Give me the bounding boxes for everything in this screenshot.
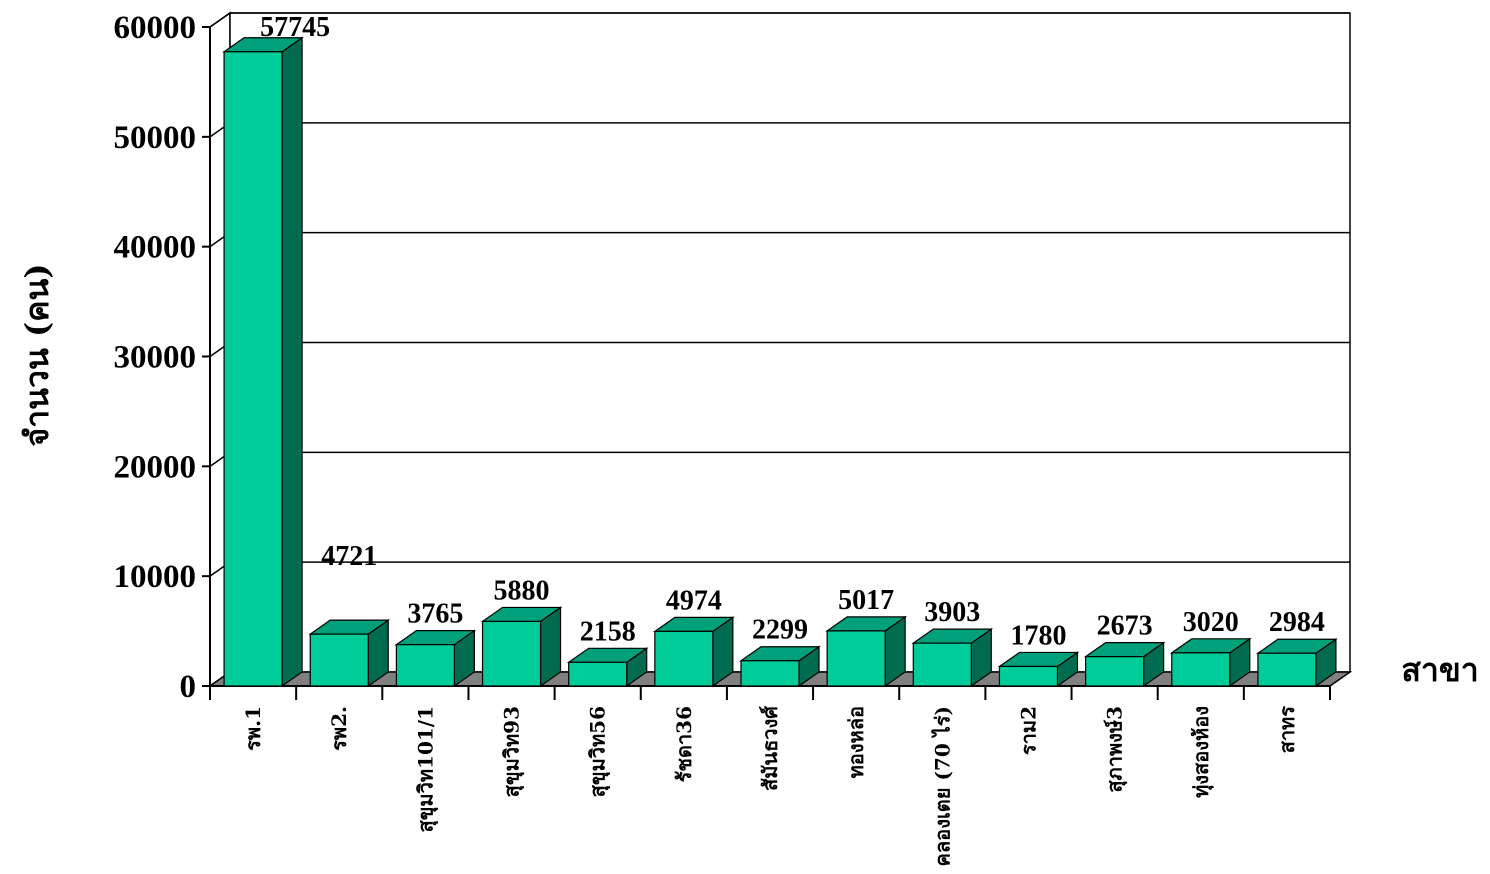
category-label: สุขุมวิท56	[586, 706, 611, 797]
y-tick-label: 30000	[114, 340, 197, 376]
bar-front	[481, 620, 542, 687]
y-tick-labels: 0 10000 20000 30000 40000 50000 60000	[114, 10, 197, 705]
bar-front	[826, 630, 886, 687]
data-label: 5880	[494, 575, 550, 606]
bar	[394, 629, 477, 688]
category-label: สุขุมวิท93	[500, 706, 525, 797]
category-label: สัมันธวงศ์	[758, 705, 782, 791]
y-tick-label: 20000	[114, 449, 197, 485]
bars	[222, 36, 1338, 688]
category-label: รพ.1	[241, 706, 265, 751]
data-label: 2158	[580, 616, 636, 647]
bar-front	[395, 644, 455, 687]
bar	[652, 616, 735, 688]
chart-walls	[209, 11, 1351, 688]
bar	[739, 645, 821, 688]
data-label: 3903	[924, 597, 980, 628]
y-axis-title: จำนวน (คน)	[18, 263, 56, 446]
bar	[1256, 638, 1338, 688]
bar	[825, 615, 908, 688]
bar-front	[1257, 652, 1317, 687]
bar	[997, 651, 1080, 688]
bar-front	[223, 51, 283, 687]
data-labels: 57745 4721 3765 5880 2158 4974 2299 5017 3903 178…	[260, 12, 1325, 651]
data-label: 1780	[1010, 620, 1066, 651]
y-tick-label: 0	[180, 669, 197, 705]
bar	[566, 647, 649, 688]
data-label: 3020	[1183, 607, 1239, 638]
bar	[308, 618, 391, 688]
bar-front	[1171, 652, 1231, 687]
bar-front	[654, 630, 714, 687]
y-tick-label: 10000	[114, 559, 197, 595]
bar-front	[912, 642, 972, 687]
bar	[1169, 637, 1252, 688]
bar-front	[998, 665, 1059, 687]
y-tick-label: 40000	[114, 230, 197, 266]
category-label: ทองหล่อ	[844, 706, 868, 778]
data-label: 4721	[321, 541, 377, 572]
data-label: 2673	[1097, 611, 1153, 642]
data-label: 2984	[1269, 607, 1325, 638]
bar-front	[1085, 656, 1145, 687]
y-tick-label: 50000	[114, 120, 197, 156]
bar-front	[740, 660, 800, 687]
data-label: 3765	[407, 599, 463, 630]
category-label: รัชดา36	[672, 706, 696, 782]
bar	[222, 36, 304, 688]
x-axis-title: สาขา	[1401, 651, 1478, 689]
gridline	[209, 12, 1350, 28]
category-label: สุขุมวิท101/1	[413, 706, 438, 832]
data-label: 5017	[838, 585, 894, 616]
bar	[1083, 641, 1166, 688]
bar-front	[568, 661, 628, 687]
category-label: คลองเตย (70 ไร่)	[930, 706, 954, 866]
data-label: 4974	[666, 585, 722, 616]
category-label: สาทร	[1275, 706, 1299, 754]
category-labels: รพ.1 รพ2. สุขุมวิท101/1 สุขุมวิท93 สุขุมวิท5…	[241, 705, 1299, 867]
data-label: 2299	[752, 615, 808, 646]
bar	[480, 606, 563, 688]
y-tick-label: 60000	[114, 10, 197, 46]
category-label: ทุ่งสองห้อง	[1189, 706, 1214, 798]
category-label: รพ2.	[327, 706, 351, 751]
bar	[911, 627, 994, 688]
bar-front	[309, 633, 369, 687]
bar-side	[281, 36, 303, 688]
category-label: ราม2	[1016, 706, 1040, 755]
category-label: สุภาพงษ์3	[1103, 706, 1128, 793]
data-label: 57745	[260, 12, 330, 43]
